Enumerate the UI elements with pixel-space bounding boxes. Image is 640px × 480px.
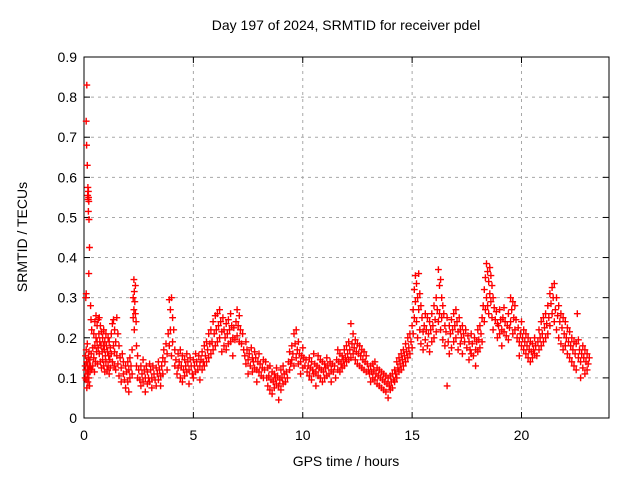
y-tick-label: 0.2 — [58, 330, 78, 346]
scatter-markers — [81, 81, 593, 404]
y-tick-label: 0.6 — [58, 169, 78, 185]
x-axis-label: GPS time / hours — [293, 453, 400, 469]
y-tick-label: 0 — [69, 410, 77, 426]
y-tick-label: 0.5 — [58, 209, 78, 225]
x-tick-label: 5 — [189, 427, 197, 443]
chart-title: Day 197 of 2024, SRMTID for receiver pde… — [212, 17, 480, 33]
y-tick-label: 0.9 — [58, 49, 78, 65]
x-tick-label: 0 — [80, 427, 88, 443]
x-tick-label: 20 — [514, 427, 530, 443]
y-tick-label: 0.7 — [58, 129, 78, 145]
y-axis-label: SRMTID / TECUs — [14, 182, 30, 292]
y-tick-label: 0.3 — [58, 290, 78, 306]
y-tick-label: 0.1 — [58, 370, 78, 386]
y-tick-label: 0.8 — [58, 89, 78, 105]
x-tick-label: 10 — [295, 427, 311, 443]
data-points — [81, 81, 593, 404]
plot-frame — [83, 56, 610, 419]
tick-labels: 0 5 10 15 20 0 0.1 0.2 0.3 0.4 0.5 0.6 0.7 0.8 0.9 — [58, 49, 530, 443]
x-tick-label: 15 — [404, 427, 420, 443]
y-tick-label: 0.4 — [58, 250, 78, 266]
